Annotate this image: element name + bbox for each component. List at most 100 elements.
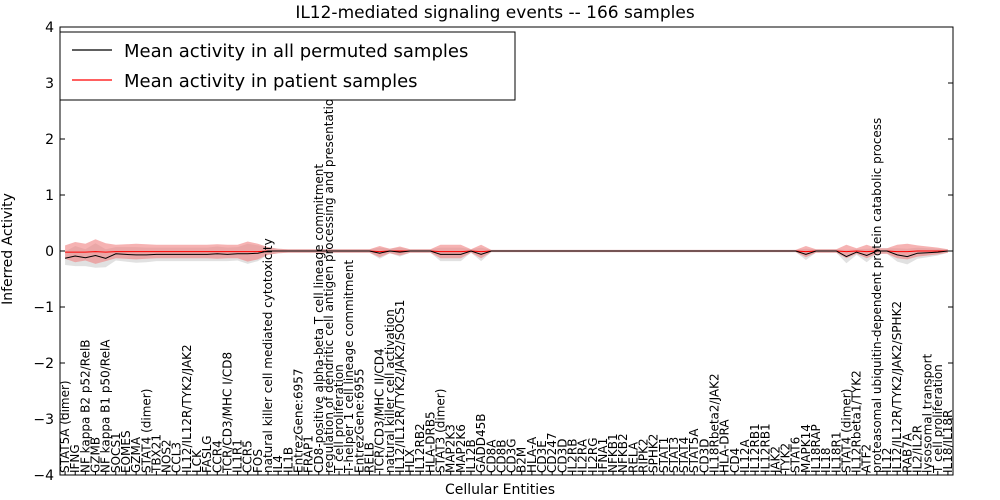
x-tick-label: NFKB2	[616, 433, 630, 473]
x-tick-label: IL12RB2	[413, 423, 427, 473]
x-tick-label: TCR/CD3/MHC II/CD4	[373, 348, 387, 474]
y-axis-ticks: −4 −3 −2 −1 0 1 2 3 4	[33, 20, 953, 484]
x-tick-label: NFKB1	[606, 433, 620, 473]
activity-bands	[65, 239, 948, 268]
x-tick-label: T-helper 1 cell lineage commitment	[342, 260, 356, 474]
x-tick-label: IL12B	[464, 439, 478, 473]
x-tick-label: RELB	[363, 442, 377, 473]
x-tick-label: GZMB	[89, 437, 103, 473]
x-tick-label: CD8-positive alpha-beta T cell lineage c…	[312, 164, 326, 473]
x-tick-label: CCL3	[170, 442, 184, 473]
x-tick-label: EntrezGene:6955	[352, 369, 366, 474]
x-tick-label: FRAP1	[302, 435, 316, 473]
x-tick-label: CD8B	[494, 439, 508, 473]
x-tick-label: IL12/IL12R/TYK2/JAK2	[180, 344, 194, 473]
x-tick-label: HLA-A	[525, 436, 539, 473]
permuted-mean-line	[64, 250, 948, 259]
x-tick-label: NOS2	[160, 439, 174, 473]
y-axis-label: Inferred Activity	[0, 193, 16, 305]
x-tick-label: IL18Rbeta2/JAK2	[708, 373, 722, 473]
x-tick-label: IL2/IL2R	[911, 425, 925, 473]
x-tick-label: IL12A	[738, 439, 752, 473]
x-tick-label: IL2RG	[586, 438, 600, 474]
x-tick-label: IL2RA	[576, 438, 590, 473]
x-tick-label: NF kappa B2 p52/RelB	[78, 339, 92, 473]
x-tick-label: TCR/CD3/MHC I/CD8	[220, 352, 234, 474]
x-tick-label: STAT3 (dimer)	[434, 389, 448, 473]
x-tick-label: T cell proliferation	[332, 364, 346, 474]
x-tick-label: B2M	[515, 447, 529, 473]
x-tick-label: natural killer cell mediated cytotoxicit…	[261, 238, 275, 473]
x-tick-label: SOCS1	[109, 432, 123, 473]
y-tick-label: −4	[33, 468, 54, 484]
x-tick-label: regulation of dendritic cell antigen pro…	[322, 91, 336, 473]
x-tick-label: CD3D	[555, 439, 569, 474]
x-tick-label: IL18R1	[829, 432, 843, 473]
x-tick-label: HLA-DRA	[718, 419, 732, 473]
x-tick-label: MAP2K3	[444, 424, 458, 473]
plot-frame	[59, 26, 954, 476]
x-tick-label: IL12	[880, 448, 894, 474]
x-tick-label: IFNA1	[596, 438, 610, 473]
x-tick-label: TYK2	[779, 443, 793, 474]
x-tick-label: RAB7A	[900, 432, 914, 473]
patient-band	[65, 239, 948, 264]
x-tick-label: IL12/IL12R/TYK2/JAK2/SPHK2	[890, 301, 904, 473]
y-tick-label: 3	[45, 76, 54, 92]
x-tick-label: IL18RAP	[809, 424, 823, 473]
x-tick-label: CD247	[545, 432, 559, 473]
x-tick-label: STAT5A	[687, 428, 701, 473]
y-tick-label: −1	[33, 300, 54, 316]
y-tick-label: 0	[45, 244, 54, 260]
x-tick-label: CD4	[728, 448, 742, 473]
x-tick-label: FASLG	[200, 435, 214, 473]
x-tick-label: GZMA	[129, 436, 143, 473]
legend-label-patient: Mean activity in patient samples	[124, 71, 418, 92]
legend-box	[59, 31, 516, 101]
x-tick-label: STAT3	[667, 437, 681, 473]
y-tick-label: 4	[45, 20, 54, 36]
chart-title: IL12-mediated signaling events -- 166 sa…	[295, 3, 695, 23]
x-tick-label: CCR5	[241, 440, 255, 473]
x-tick-label: proteasomal ubiquitin-dependent protein …	[870, 118, 884, 473]
activity-lines	[64, 250, 948, 259]
x-tick-label: IL18/IL18R	[941, 410, 955, 473]
x-tick-label: MAP2K6	[454, 424, 468, 473]
x-tick-label: IL12RB1	[748, 423, 762, 473]
x-tick-label: STAT4	[677, 437, 691, 473]
x-tick-label: STAT6	[789, 437, 803, 473]
x-tick-label: JAK2	[768, 446, 782, 474]
x-tick-label: natural killer cell activation	[383, 309, 397, 473]
x-tick-label: IL12Rbeta1/TYK2	[850, 370, 864, 473]
x-tick-label: EOMES	[119, 430, 133, 473]
x-tick-label: IL1R1	[231, 439, 245, 473]
x-tick-label: IL18	[819, 448, 833, 474]
x-tick-label: IL4	[271, 455, 285, 473]
x-tick-label: EntrezGene:6957	[292, 369, 306, 474]
legend: Mean activity in all permuted samples Me…	[59, 31, 516, 101]
x-tick-label: CD8A	[484, 439, 498, 473]
x-tick-label: FOS	[251, 449, 265, 473]
x-tick-label: SPHK2	[647, 434, 661, 473]
x-axis-label: Cellular Entities	[445, 482, 555, 498]
x-tick-label: lysosomal transport	[921, 353, 935, 473]
x-tick-label: IL12/IL12R/TYK2/JAK2/SOCS1	[393, 300, 407, 473]
x-tick-label: TBX21	[149, 434, 163, 474]
y-tick-label: 2	[45, 132, 54, 148]
x-tick-label: HLA-DRB5	[423, 411, 437, 473]
x-tick-label: NF kappa B1 p50/RelA	[99, 339, 113, 473]
x-tick-label: STAT5A (dimer)	[58, 380, 72, 473]
x-tick-label: T cell proliferation	[931, 364, 945, 474]
legend-label-permuted: Mean activity in all permuted samples	[124, 41, 468, 62]
x-tick-label: LCK	[190, 449, 204, 473]
x-tick-label: STAT4 (dimer)	[839, 389, 853, 473]
x-tick-label: STAT1	[657, 437, 671, 473]
x-tick-label: CD3G	[505, 438, 519, 473]
y-tick-label: −2	[33, 356, 54, 372]
y-tick-label: 1	[45, 188, 54, 204]
x-tick-label: IL2RB	[566, 439, 580, 473]
x-tick-label: STAT4 (dimer)	[139, 389, 153, 473]
x-tick-label: IL1B	[281, 447, 295, 473]
